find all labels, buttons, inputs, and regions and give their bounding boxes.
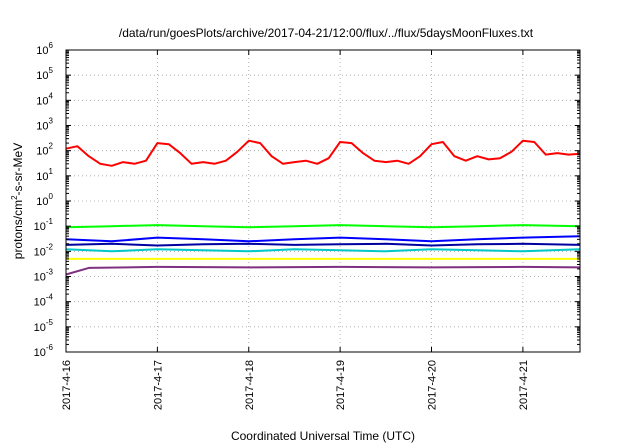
y-tick-exponent: -4 [46,293,54,302]
y-tick-base: 10 [34,297,46,309]
y-tick-label: 106 [36,41,53,57]
series-line-3 [65,248,581,253]
y-tick-label: 10-5 [34,318,54,334]
y-tick-base: 10 [36,45,48,57]
x-tick-label: 2017-4-17 [152,360,164,410]
y-tick-base: 10 [36,121,48,133]
y-axis-label-prefix: protons/cm [11,200,25,259]
y-tick-label: 104 [36,91,53,107]
y-tick-label: 100 [36,192,53,208]
y-tick-base: 10 [34,272,46,284]
x-tick-label: 2017-4-18 [244,360,256,410]
x-axis-label: Coordinated Universal Time (UTC) [231,429,415,443]
series-line-2 [65,224,581,229]
y-tick-base: 10 [34,322,46,334]
y-tick-exponent: 3 [49,117,54,126]
series-line-4 [65,235,581,243]
y-tick-exponent: -3 [46,268,54,277]
x-tick-label: 2017-4-16 [61,360,73,410]
y-tick-exponent: 0 [49,192,54,201]
y-tick-exponent: 2 [49,142,54,151]
series-group [65,139,581,276]
grid [66,50,580,352]
series-line-7 [65,265,581,276]
y-tick-base: 10 [36,95,48,107]
x-tick-label: 2017-4-19 [335,360,347,410]
y-axis-label-suffix: -s-sr-MeV [11,143,25,196]
y-tick-exponent: -5 [46,318,54,327]
y-tick-base: 10 [36,146,48,158]
y-tick-label: 10-2 [34,242,54,258]
y-tick-exponent: -2 [46,242,54,251]
y-tick-label: 103 [36,117,53,133]
y-tick-label: 105 [36,66,53,82]
y-tick-exponent: 1 [49,167,54,176]
y-tick-base: 10 [34,347,46,359]
y-tick-label: 101 [36,167,53,183]
series-line-5 [65,242,581,247]
y-tick-base: 10 [36,171,48,183]
y-tick-base: 10 [34,246,46,258]
y-axis-label-sup: 2 [10,195,19,200]
y-tick-label: 10-1 [34,217,54,233]
y-tick-exponent: 5 [49,66,54,75]
x-tick-label: 2017-4-20 [427,360,439,410]
y-tick-label: 10-3 [34,268,54,284]
y-tick-label: 10-6 [34,343,54,359]
y-tick-base: 10 [34,221,46,233]
y-tick-label: 10-4 [34,293,54,309]
y-tick-base: 10 [36,70,48,82]
x-tick-label: 2017-4-21 [518,360,530,410]
y-axis-label: protons/cm2-s-sr-MeV [10,143,25,259]
y-tick-exponent: 4 [49,91,54,100]
y-tick-base: 10 [36,196,48,208]
ticks: 10-610-510-410-310-210-11001011021031041… [34,41,580,410]
y-tick-exponent: -1 [46,217,54,226]
y-tick-exponent: -6 [46,343,54,352]
chart-title: /data/run/goesPlots/archive/2017-04-21/1… [119,26,534,40]
y-tick-label: 102 [36,142,53,158]
y-tick-exponent: 6 [49,41,54,50]
series-line-1 [65,139,581,167]
